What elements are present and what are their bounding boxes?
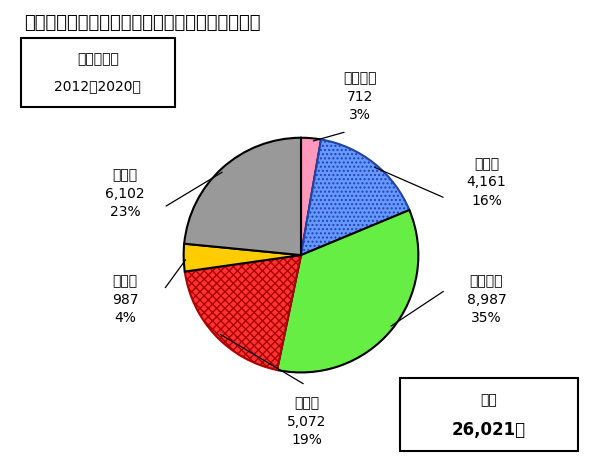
Text: 26,021件: 26,021件: [452, 420, 526, 438]
Text: 論文発表年: 論文発表年: [77, 53, 119, 66]
Wedge shape: [185, 255, 301, 370]
Text: 日本国籍
712
3%: 日本国籍 712 3%: [343, 71, 376, 122]
Text: 研究者所属機関国籍（地域）別論文発表件数比率: 研究者所属機関国籍（地域）別論文発表件数比率: [24, 14, 261, 32]
Text: 米国籍
4,161
16%: 米国籍 4,161 16%: [467, 157, 506, 208]
Wedge shape: [277, 210, 418, 372]
Wedge shape: [184, 244, 301, 272]
Wedge shape: [301, 138, 321, 255]
Text: 2012～2020年: 2012～2020年: [54, 79, 141, 94]
Wedge shape: [301, 140, 409, 255]
Wedge shape: [184, 138, 301, 255]
Text: その他
6,102
23%: その他 6,102 23%: [105, 169, 145, 219]
Text: 欧州国籍
8,987
35%: 欧州国籍 8,987 35%: [467, 274, 506, 325]
Text: 中国籍
5,072
19%: 中国籍 5,072 19%: [287, 396, 326, 447]
Text: 韓国籍
987
4%: 韓国籍 987 4%: [112, 274, 138, 325]
Text: 合計: 合計: [481, 394, 497, 408]
